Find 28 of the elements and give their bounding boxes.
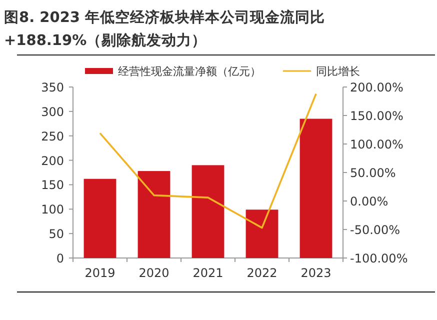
y2-tick-label: 50.00% <box>350 166 396 180</box>
bar <box>192 165 224 258</box>
y-tick-label: 250 <box>41 129 64 144</box>
y2-tick-label: 0.00% <box>350 194 388 208</box>
y-tick-label: 300 <box>41 104 64 119</box>
x-tick-label: 2023 <box>300 266 332 280</box>
y2-tick-label: 100.00% <box>350 138 404 152</box>
y-tick-label: 350 <box>41 80 64 94</box>
legend-label: 经营性现金流量净额（亿元） <box>118 65 261 78</box>
legend-label: 同比增长 <box>316 65 360 78</box>
x-tick-label: 2022 <box>246 266 278 280</box>
bar <box>300 118 332 258</box>
y-tick-label: 150 <box>41 178 64 192</box>
y-tick-label: 100 <box>41 202 64 217</box>
y-tick-label: 200 <box>41 154 64 168</box>
bar <box>138 171 170 258</box>
x-tick-label: 2020 <box>138 266 170 280</box>
chart-title: 图8. 2023 年低空经济板块样本公司现金流同比 +188.19%（剔除航发动力） <box>4 8 326 49</box>
bar <box>246 210 278 258</box>
y-tick-label: 0 <box>56 252 64 266</box>
y-tick-label: 50 <box>48 227 64 242</box>
x-tick-label: 2019 <box>84 266 116 280</box>
y2-tick-label: -100.00% <box>350 252 408 266</box>
x-tick-label: 2021 <box>192 266 224 280</box>
y2-tick-label: 150.00% <box>350 109 404 123</box>
y2-tick-label: 200.00% <box>350 80 404 94</box>
bar <box>84 178 116 258</box>
y2-tick-label: -50.00% <box>350 223 400 237</box>
